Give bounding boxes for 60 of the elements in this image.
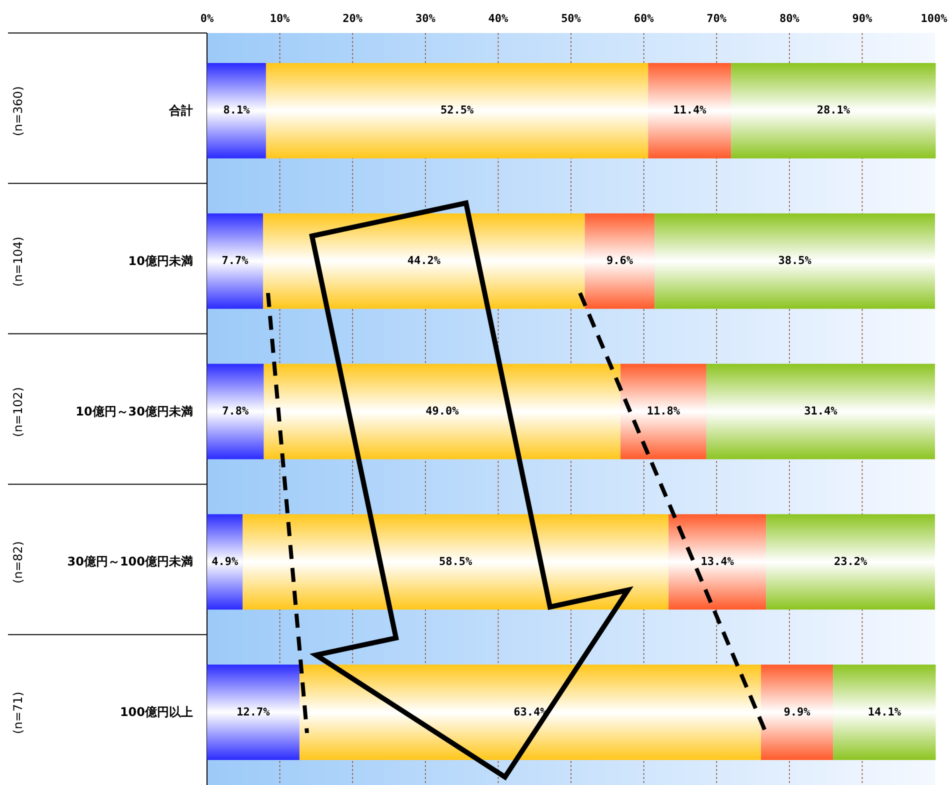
text: (n=71)	[11, 692, 25, 734]
text: (n=360)	[11, 86, 25, 136]
y-tick-label: 30億円～100億円未満	[67, 554, 193, 569]
bar	[668, 514, 766, 610]
data-label: 11.8%	[646, 404, 680, 418]
bar	[207, 213, 264, 309]
bar	[706, 364, 935, 460]
y-tick-label: 10億円未満	[128, 254, 193, 268]
bar	[242, 514, 669, 610]
x-tick-label: 100%	[920, 12, 948, 25]
x-tick-label: 70%	[706, 12, 727, 25]
y-tick-label: 10億円～30億円未満	[76, 404, 193, 418]
x-tick-label: 50%	[561, 12, 582, 25]
bar	[263, 213, 585, 309]
bar	[731, 63, 936, 158]
bar	[833, 664, 936, 760]
x-tick-label: 80%	[779, 12, 800, 25]
x-tick-label: 60%	[634, 12, 654, 25]
data-label: 44.2%	[407, 254, 441, 268]
x-tick-label: 10%	[270, 12, 290, 25]
data-label: 9.9%	[784, 705, 811, 718]
y-tick-label: 100億円以上	[120, 705, 193, 720]
data-label: 7.7%	[222, 254, 249, 268]
data-label: 9.6%	[606, 254, 634, 268]
bar	[620, 364, 706, 460]
data-label: 28.1%	[816, 104, 850, 117]
data-label: 52.5%	[440, 104, 474, 117]
bar	[648, 63, 732, 158]
data-label: 8.1%	[223, 104, 250, 117]
bar	[207, 63, 266, 158]
bar	[207, 364, 264, 460]
data-label: 49.0%	[426, 404, 460, 418]
x-tick-label: 30%	[415, 12, 436, 25]
data-label: 11.4%	[673, 104, 707, 117]
data-label: 13.4%	[700, 554, 734, 568]
bar	[266, 63, 648, 158]
x-tick-label: 20%	[342, 12, 363, 25]
data-label: 23.2%	[834, 554, 868, 568]
bar	[654, 213, 935, 309]
data-label: 4.9%	[212, 554, 238, 568]
text: (n=104)	[11, 236, 25, 287]
x-tick-label: 40%	[488, 12, 509, 25]
text: (n=82)	[11, 541, 25, 584]
bar	[584, 213, 655, 309]
bar	[761, 664, 834, 760]
x-tick-label: 0%	[200, 12, 214, 25]
data-label: 7.8%	[222, 404, 250, 418]
data-label: 31.4%	[804, 404, 838, 418]
data-label: 12.7%	[236, 705, 270, 718]
x-tick-label: 90%	[852, 12, 873, 25]
data-label: 14.1%	[868, 705, 902, 718]
bar	[207, 514, 243, 610]
text: (n=102)	[11, 387, 25, 437]
data-label: 58.5%	[439, 554, 473, 568]
data-label: 38.5%	[778, 254, 812, 268]
bar	[299, 664, 762, 760]
bar	[264, 364, 621, 460]
bar	[207, 664, 300, 760]
y-tick-label: 合計	[168, 103, 193, 118]
bar	[766, 514, 935, 610]
